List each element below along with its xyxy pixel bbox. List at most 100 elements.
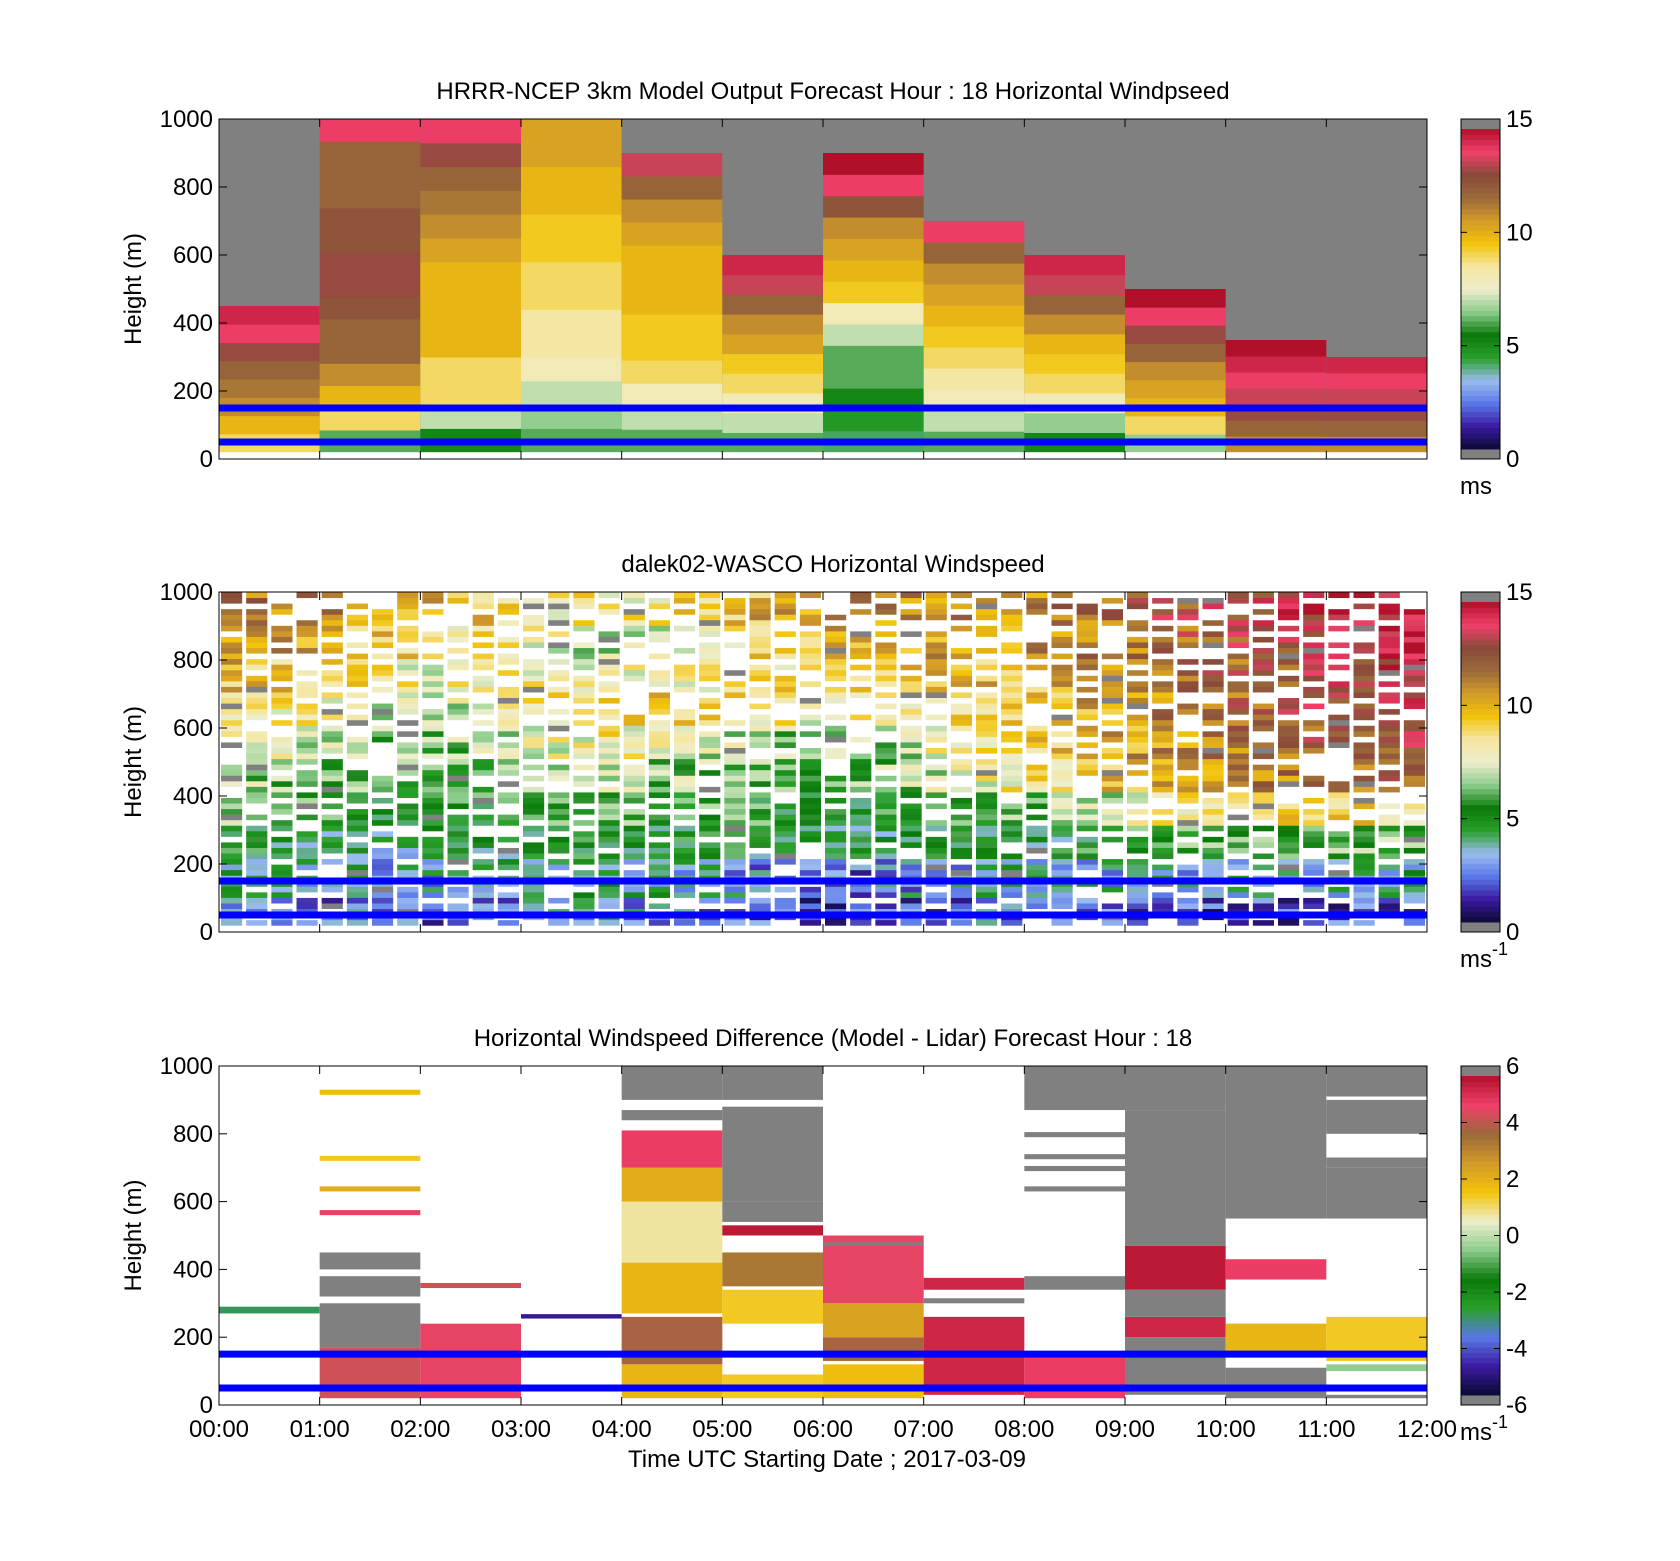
heatmap-cell (497, 680, 519, 687)
colorbar-unit-exponent: -1 (1492, 1412, 1508, 1432)
heatmap-cell (1403, 747, 1425, 754)
heatmap-cell (1001, 769, 1023, 776)
heatmap-cell (598, 625, 620, 632)
heatmap-cell (321, 686, 343, 693)
heatmap-cell (674, 847, 696, 854)
heatmap-cell (346, 703, 368, 710)
heatmap-cell (1101, 680, 1123, 687)
heatmap-cell (1202, 864, 1224, 871)
heatmap-cell (523, 592, 545, 599)
heatmap-cell (875, 708, 897, 715)
heatmap-cell (372, 769, 394, 776)
heatmap-cell (1076, 919, 1098, 926)
heatmap-cell (950, 736, 972, 743)
heatmap-cell (621, 452, 723, 459)
heatmap-cell (875, 714, 897, 721)
heatmap-cell (925, 847, 947, 854)
heatmap-cell (1076, 714, 1098, 721)
heatmap-cell (1076, 608, 1098, 615)
heatmap-cell (1152, 664, 1174, 671)
heatmap-cell (1202, 614, 1224, 621)
heatmap-cell (346, 708, 368, 715)
colorbar-segment (1461, 772, 1500, 779)
heatmap-cell (925, 714, 947, 721)
heatmap-cell (850, 775, 872, 782)
heatmap-cell (1001, 641, 1023, 649)
heatmap-cell (598, 814, 620, 821)
heatmap-cell (1076, 902, 1098, 910)
heatmap-cell (674, 897, 696, 904)
heatmap-cell (674, 753, 696, 760)
heatmap-cell (372, 658, 394, 665)
heatmap-cell (976, 597, 998, 604)
heatmap-cell (246, 675, 268, 682)
heatmap-cell (1152, 753, 1174, 760)
heatmap-cell (1403, 786, 1425, 793)
heatmap-cell (674, 764, 696, 771)
heatmap-cell (221, 653, 243, 660)
heatmap-cell (825, 808, 847, 815)
heatmap-cell (1177, 597, 1199, 604)
heatmap-cell (950, 625, 972, 632)
heatmap-cell (422, 741, 444, 748)
colorbar-segment (1461, 1309, 1500, 1316)
heatmap-cell (346, 658, 368, 665)
heatmap-cell (1328, 797, 1350, 804)
heatmap-cell (1076, 769, 1098, 776)
heatmap-cell (422, 719, 444, 726)
heatmap-cell (1403, 814, 1425, 821)
heatmap-cell (1303, 630, 1325, 637)
heatmap-cell (372, 680, 394, 687)
heatmap-cell (825, 858, 847, 865)
heatmap-cell (825, 741, 847, 748)
heatmap-cell (1202, 664, 1224, 671)
heatmap-cell (1252, 625, 1274, 632)
heatmap-cell (825, 797, 847, 804)
heatmap-cell (521, 190, 622, 215)
heatmap-cell (925, 592, 947, 599)
heatmap-cell (321, 830, 343, 837)
heatmap-cell (1127, 725, 1149, 732)
heatmap-cell (1177, 675, 1199, 682)
heatmap-cell (900, 703, 922, 710)
heatmap-cell (699, 658, 721, 665)
heatmap-cell (1125, 1289, 1226, 1317)
heatmap-cell (1001, 725, 1023, 732)
heatmap-cell (598, 769, 620, 776)
colorbar-segment (1461, 187, 1500, 194)
colorbar-segment (1461, 698, 1500, 704)
heatmap-cell (497, 841, 519, 848)
heatmap-cell (397, 830, 419, 837)
heatmap-cell (573, 669, 595, 676)
heatmap-cell (598, 830, 620, 837)
heatmap-cell (749, 836, 771, 843)
heatmap-cell (1278, 636, 1300, 643)
heatmap-cell (1353, 636, 1375, 643)
heatmap-cell (321, 719, 343, 726)
heatmap-cell (497, 669, 519, 676)
colorbar-segment (1461, 666, 1500, 672)
heatmap-cell (497, 919, 519, 926)
heatmap-cell (648, 664, 670, 671)
heatmap-cell (1026, 819, 1048, 826)
heatmap-cell (950, 653, 972, 660)
colorbar-segment (1461, 831, 1500, 838)
colorbar-segment (1461, 289, 1500, 295)
heatmap-cell (472, 675, 494, 682)
heatmap-cell (1378, 847, 1400, 854)
heatmap-cell (623, 919, 645, 926)
heatmap-cell (1101, 808, 1123, 815)
heatmap-cell (372, 786, 394, 793)
heatmap-cell (749, 741, 771, 748)
heatmap-cell (246, 819, 268, 826)
heatmap-cell (799, 780, 821, 787)
heatmap-cell (573, 691, 595, 699)
heatmap-cell (296, 753, 318, 760)
heatmap-cell (271, 775, 293, 782)
heatmap-cell (1353, 808, 1375, 815)
heatmap-cell (1278, 897, 1300, 904)
colorbar-tick-label: -2 (1506, 1279, 1527, 1306)
heatmap-cell (1101, 603, 1123, 610)
heatmap-cell (346, 714, 368, 721)
heatmap-cell (623, 753, 645, 760)
